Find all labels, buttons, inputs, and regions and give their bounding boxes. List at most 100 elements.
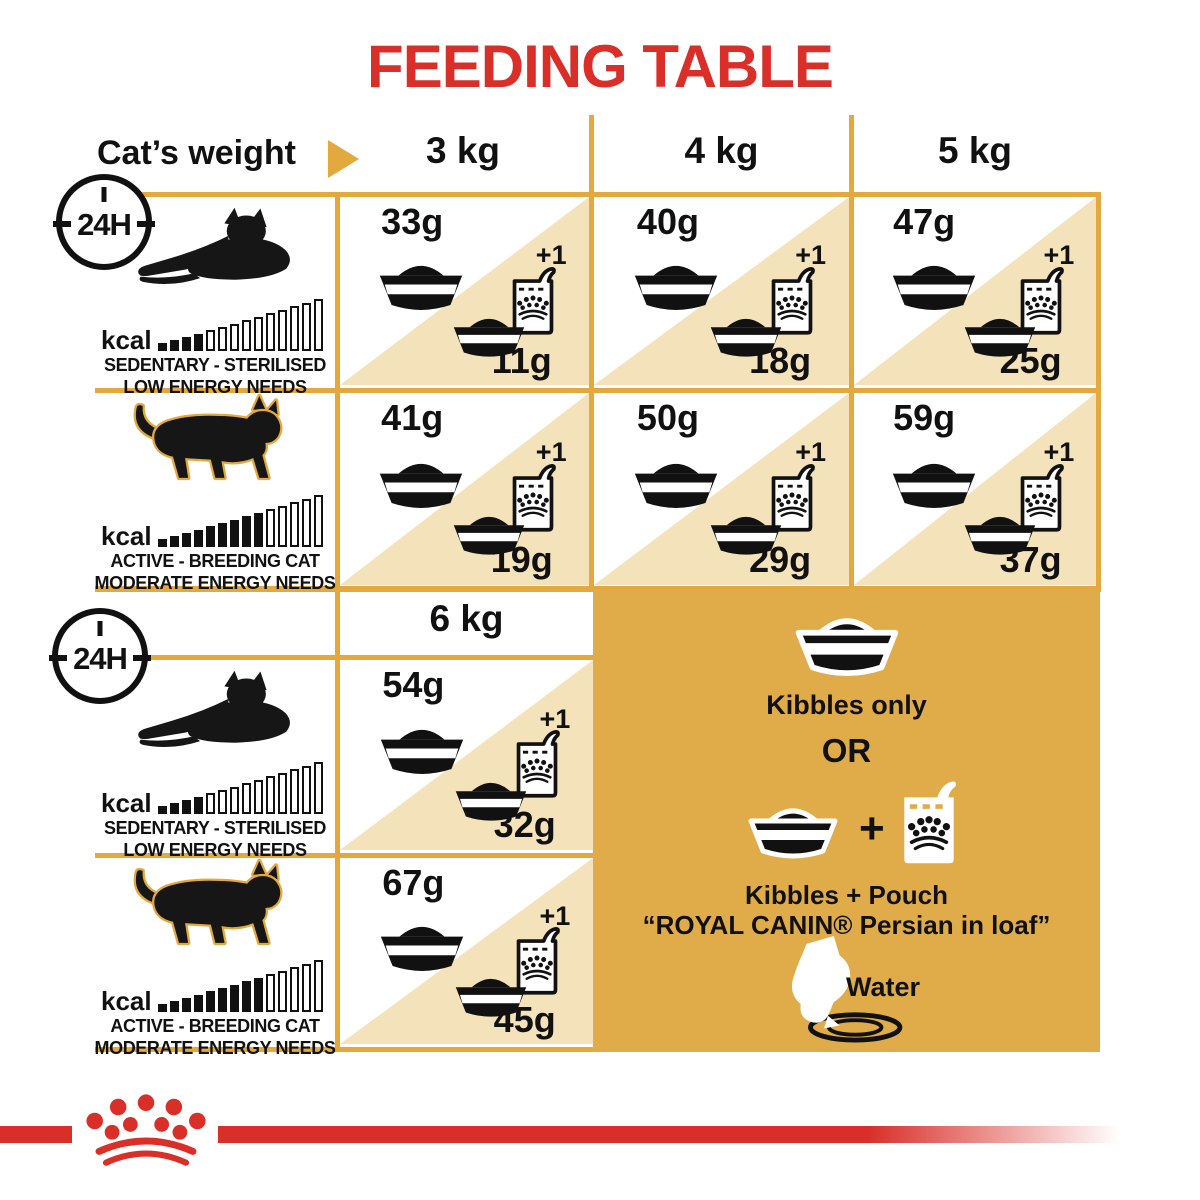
profile-sedentary-2: kcal SEDENTARY - STERILISED LOW ENERGY N…	[95, 660, 335, 860]
cell-3kg-active: 41g +1 19g	[340, 393, 589, 585]
plus-one-label: +1	[795, 240, 827, 271]
pouch-kibbles-amount: 32g	[493, 804, 556, 846]
kibbles-amount: 40g	[636, 200, 699, 242]
weight-label: Cat’s weight	[97, 134, 296, 172]
energy-meter-low	[157, 762, 323, 814]
feeding-options-panel: Kibbles only OR + Kibbles + Pouch “ROYAL…	[593, 590, 1100, 1052]
product-name-label: “ROYAL CANIN® Persian in loaf”	[642, 910, 1051, 940]
royal-canin-crown-logo	[76, 1094, 216, 1174]
profile-line1: SEDENTARY - STERILISED	[104, 818, 326, 838]
kibbles-amount: 50g	[636, 396, 699, 438]
badge-24h-label: 24H	[73, 641, 128, 676]
kibbles-amount: 67g	[382, 861, 445, 903]
kibbles-amount: 54g	[382, 663, 445, 705]
kibble-bowl-icon	[627, 253, 725, 314]
profile-line1: SEDENTARY - STERILISED	[104, 355, 326, 375]
plus-one-label: +1	[795, 437, 827, 468]
cell-4kg-active: 50g +1 29g	[594, 393, 849, 585]
grid-line-row3	[95, 853, 593, 858]
profile-line1: ACTIVE - BREEDING CAT	[110, 1016, 320, 1036]
badge-24h-top: 24H	[56, 174, 152, 270]
arrow-right-icon	[328, 140, 359, 178]
grid-line-right-border	[1096, 192, 1101, 588]
or-label: OR	[821, 732, 872, 769]
kibble-bowl-icon	[627, 451, 725, 512]
grid-line-desc-col	[335, 192, 340, 1052]
pouch-icon	[897, 778, 961, 868]
cat-active-icon	[117, 858, 313, 958]
profile-active-2: kcal ACTIVE - BREEDING CAT MODERATE ENER…	[95, 858, 336, 1058]
cat-active-icon	[117, 393, 313, 493]
grid-line-col-3-4	[589, 115, 594, 588]
grid-line-6kg-header	[95, 655, 593, 660]
profile-line2: MODERATE ENERGY NEEDS	[94, 1038, 336, 1058]
kibble-bowl-icon	[373, 914, 471, 975]
kibbles-only-label: Kibbles only	[766, 690, 927, 720]
kibbles-amount: 41g	[381, 396, 444, 438]
cell-4kg-sedentary: 40g +1 18g	[594, 197, 849, 385]
col-header-3kg: 3 kg	[425, 130, 501, 171]
plus-sign: +	[859, 804, 885, 853]
grid-line-row1	[95, 388, 1101, 393]
clock-tick-icon	[101, 187, 107, 202]
energy-meter-low	[157, 299, 323, 351]
kibble-bowl-icon	[372, 253, 470, 314]
profile-line1: ACTIVE - BREEDING CAT	[110, 551, 320, 571]
pouch-kibbles-amount: 25g	[999, 339, 1062, 381]
pouch-kibbles-amount: 19g	[490, 538, 553, 580]
badge-24h-label: 24H	[77, 207, 132, 242]
clock-tick-icon	[97, 621, 103, 636]
cell-6kg-sedentary: 54g +1 32g	[340, 660, 593, 850]
kibbles-amount: 59g	[893, 396, 956, 438]
bottom-red-line-left	[0, 1126, 72, 1143]
plus-one-label: +1	[539, 900, 571, 931]
plus-one-label: +1	[1043, 437, 1075, 468]
plus-one-label: +1	[539, 703, 571, 734]
grid-line-section	[95, 586, 1101, 592]
kcal-label: kcal	[101, 986, 152, 1017]
col-header-6kg: 6 kg	[429, 598, 504, 639]
profile-active-1: kcal ACTIVE - BREEDING CAT MODERATE ENER…	[95, 393, 336, 593]
kcal-meter: kcal	[101, 760, 335, 819]
kibble-bowl-icon	[885, 451, 983, 512]
pouch-kibbles-amount: 37g	[999, 538, 1062, 580]
kcal-meter: kcal	[101, 493, 335, 552]
kibble-bowl-icon	[372, 451, 470, 512]
cat-sedentary-icon	[120, 666, 310, 756]
grid-line-header	[95, 192, 1101, 197]
kibbles-pouch-label: Kibbles + Pouch	[745, 880, 948, 910]
pouch-kibbles-amount: 45g	[493, 999, 556, 1041]
cell-5kg-sedentary: 47g +1 25g	[854, 197, 1096, 385]
kcal-meter: kcal	[101, 958, 335, 1017]
pouch-kibbles-amount: 18g	[749, 339, 812, 381]
kibbles-amount: 47g	[893, 200, 956, 242]
kcal-label: kcal	[101, 788, 152, 819]
profile-line2: MODERATE ENERGY NEEDS	[94, 573, 336, 593]
kcal-label: kcal	[101, 521, 152, 552]
grid-line-col-4-5	[849, 115, 854, 588]
col-header-4kg: 4 kg	[684, 130, 759, 171]
profile-line2: LOW ENERGY NEEDS	[123, 377, 307, 397]
energy-meter-moderate	[157, 960, 323, 1012]
pouch-kibbles-amount: 29g	[749, 538, 812, 580]
kcal-label: kcal	[101, 325, 152, 356]
kibble-bowl-icon	[885, 253, 983, 314]
kibbles-amount: 33g	[381, 200, 444, 242]
badge-24h-bottom: 24H	[52, 608, 148, 704]
water-label: Water	[846, 972, 921, 1002]
page-title: FEEDING TABLE	[367, 33, 834, 100]
profile-sedentary-1: kcal SEDENTARY - STERILISED LOW ENERGY N…	[95, 197, 335, 397]
cell-5kg-active: 59g +1 37g	[854, 393, 1096, 585]
plus-one-label: +1	[535, 240, 567, 271]
kibble-bowl-icon	[739, 796, 847, 862]
energy-meter-moderate	[157, 495, 323, 547]
col-header-5kg: 5 kg	[937, 130, 1013, 171]
kibble-bowl-icon	[373, 717, 471, 778]
grid-line-bottom	[95, 1047, 593, 1052]
profile-line2: LOW ENERGY NEEDS	[123, 840, 307, 860]
cell-3kg-sedentary: 33g +1 11g	[340, 197, 589, 385]
cell-6kg-active: 67g +1 45g	[340, 858, 593, 1044]
plus-one-label: +1	[1043, 240, 1075, 271]
kibble-bowl-icon	[785, 604, 909, 680]
